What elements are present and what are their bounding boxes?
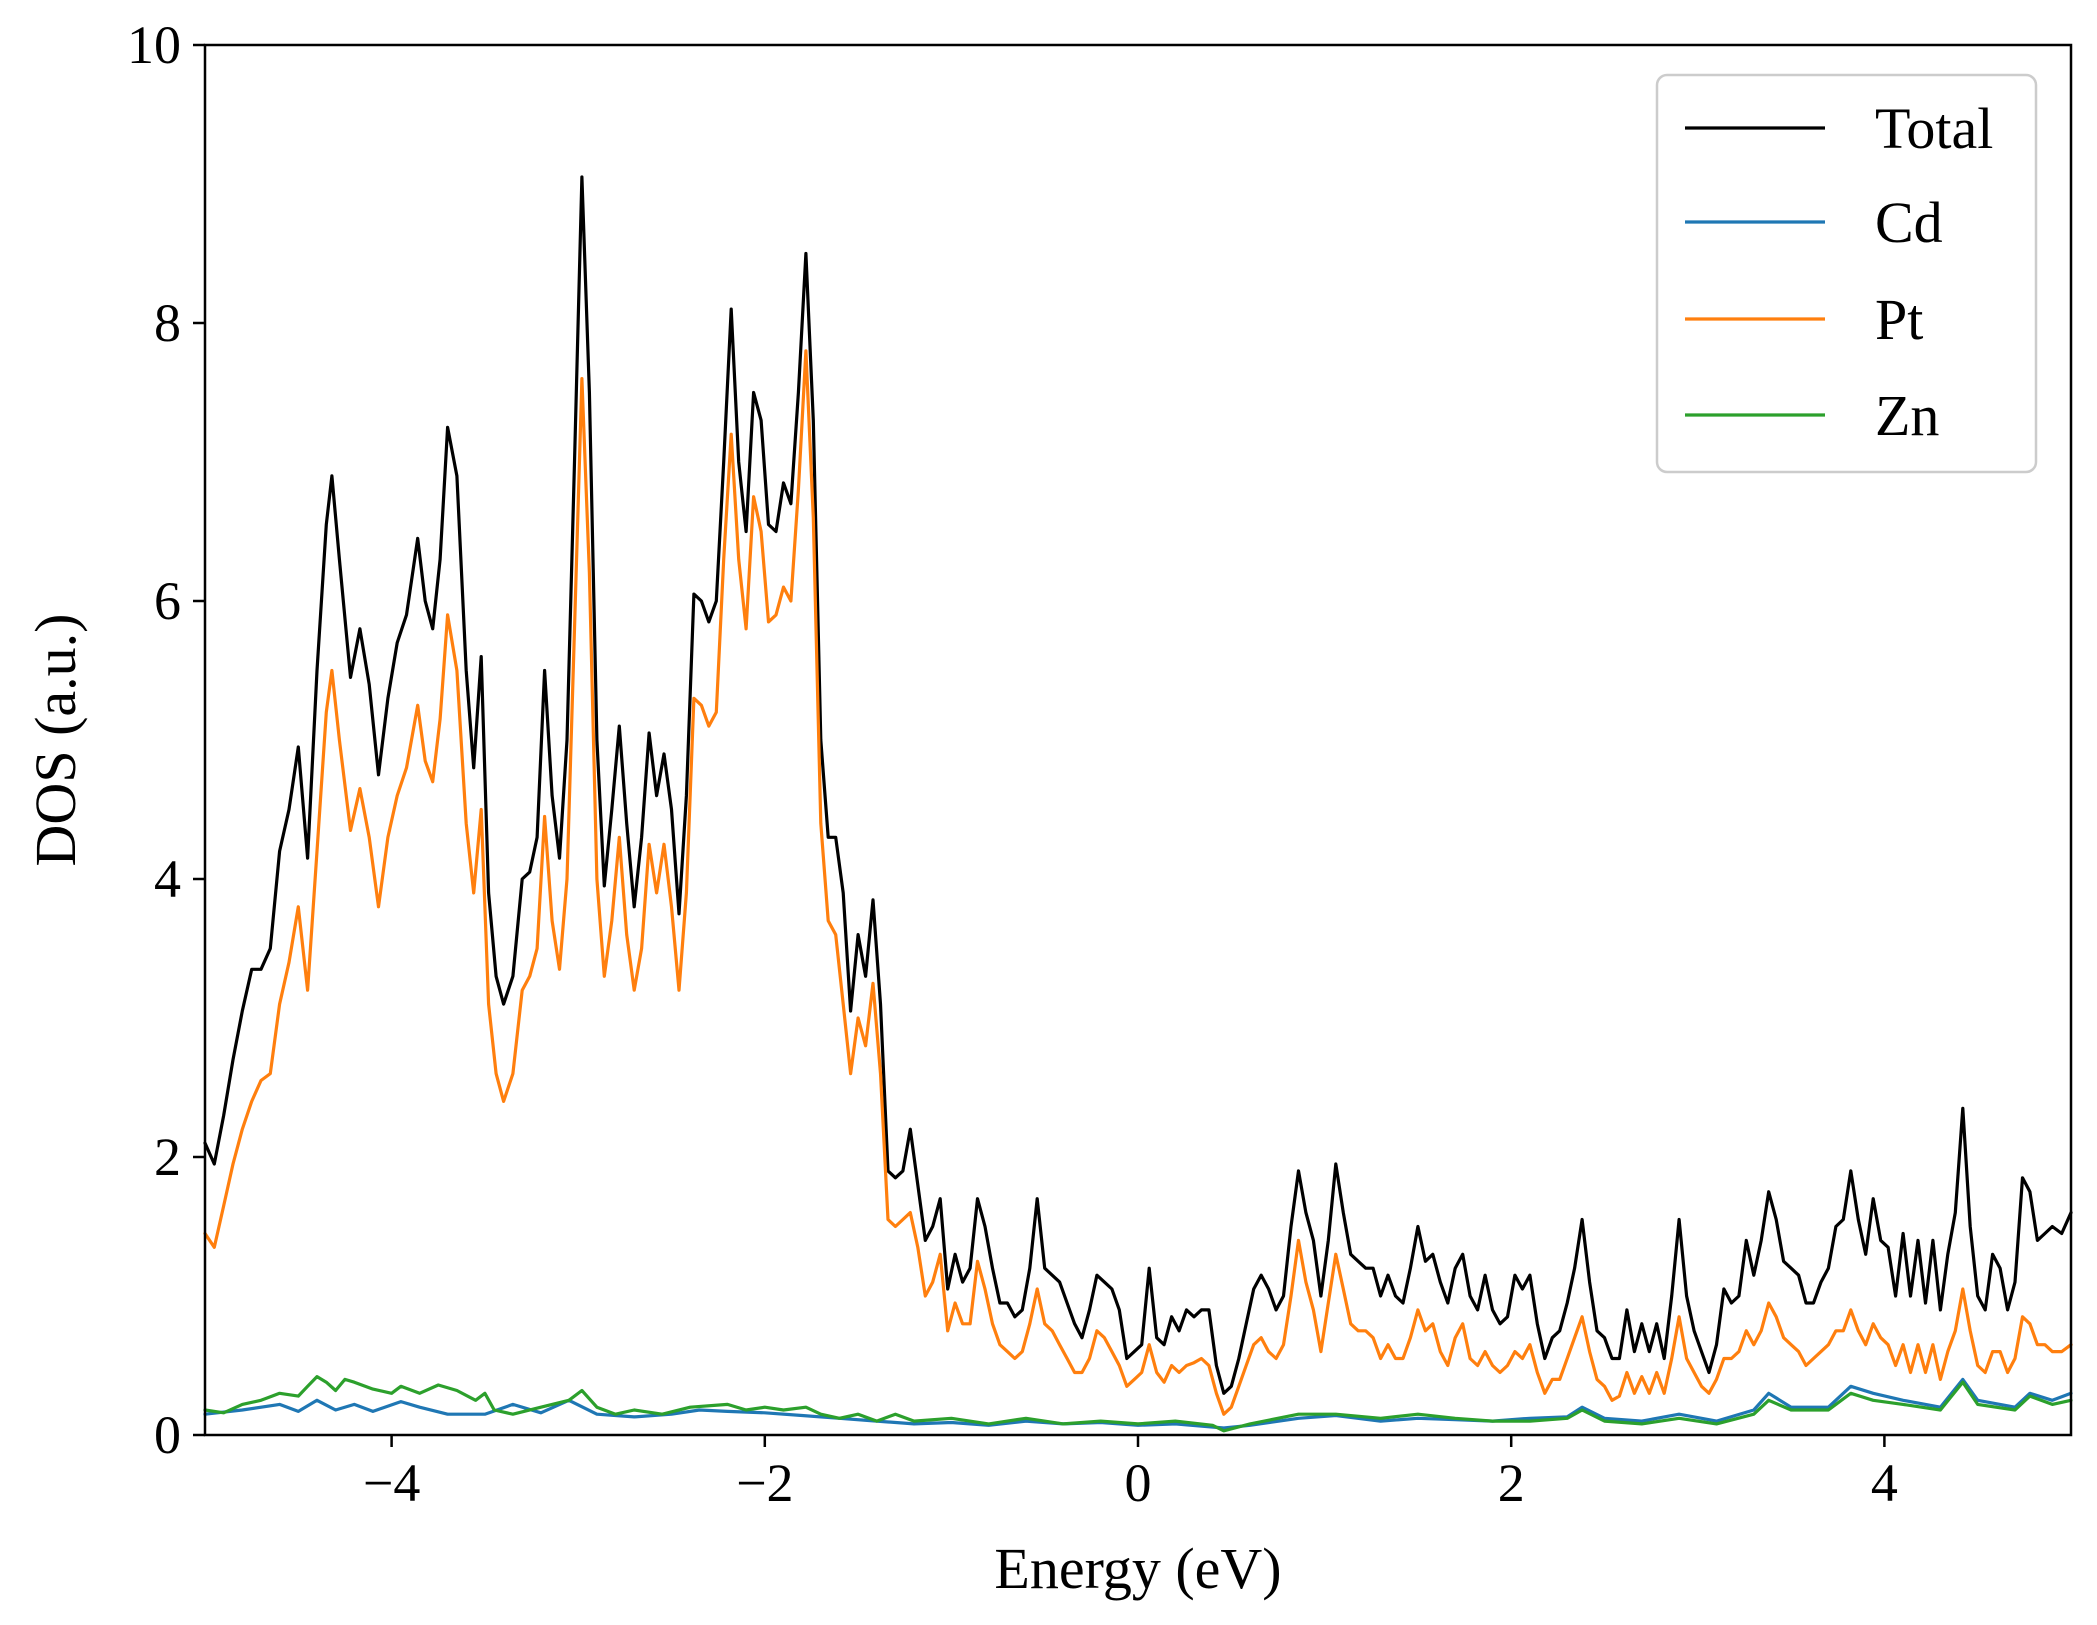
x-axis-ticks: −4 −2 0 2 4 bbox=[363, 1435, 1898, 1513]
legend: Total Cd Pt Zn bbox=[1655, 73, 2038, 474]
legend-items: Total Cd Pt Zn bbox=[1685, 96, 1993, 448]
legend-label-pt: Pt bbox=[1875, 287, 1923, 352]
x-tick-label: 2 bbox=[1498, 1453, 1525, 1513]
series-line-pt bbox=[203, 349, 2073, 1416]
y-tick-label: 10 bbox=[127, 15, 181, 75]
plot-lines bbox=[203, 175, 2073, 1433]
x-axis-title: Energy (eV) bbox=[994, 1536, 1281, 1601]
legend-label-cd: Cd bbox=[1875, 190, 1943, 255]
legend-label-total: Total bbox=[1875, 96, 1993, 161]
y-axis-title: DOS (a.u.) bbox=[23, 614, 88, 867]
x-tick-label: −4 bbox=[363, 1453, 420, 1513]
series-line-zn bbox=[203, 1375, 2073, 1433]
x-tick-label: 0 bbox=[1125, 1453, 1152, 1513]
x-tick-label: −2 bbox=[736, 1453, 793, 1513]
y-tick-label: 4 bbox=[154, 849, 181, 909]
x-tick-label: 4 bbox=[1871, 1453, 1898, 1513]
y-tick-label: 8 bbox=[154, 293, 181, 353]
y-axis-ticks: 0 2 4 6 8 10 bbox=[127, 15, 205, 1465]
legend-label-zn: Zn bbox=[1875, 383, 1939, 448]
series-line-total bbox=[203, 175, 2073, 1395]
y-tick-label: 0 bbox=[154, 1405, 181, 1465]
y-tick-label: 6 bbox=[154, 571, 181, 631]
legend-box bbox=[1655, 73, 2038, 474]
y-tick-label: 2 bbox=[154, 1127, 181, 1187]
